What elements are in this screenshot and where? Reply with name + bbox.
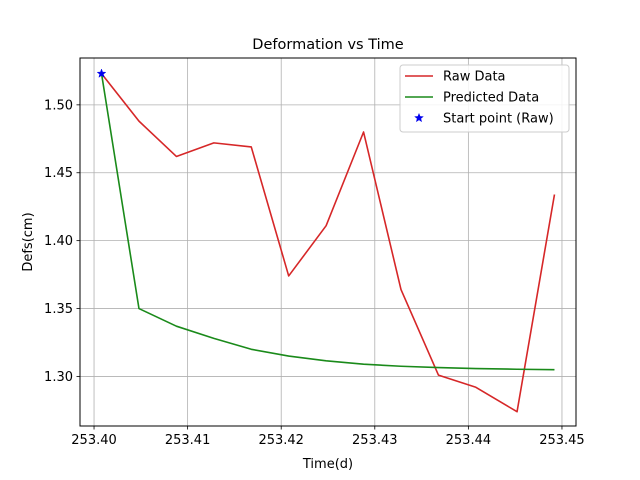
chart-title: Deformation vs Time xyxy=(252,37,403,53)
x-tick-label: 253.40 xyxy=(71,433,117,448)
start-point-marker xyxy=(96,68,107,78)
x-tick-label: 253.41 xyxy=(165,433,211,448)
legend-label: Start point (Raw) xyxy=(443,112,554,127)
y-tick-label: 1.45 xyxy=(44,166,73,181)
x-tick-label: 253.42 xyxy=(258,433,304,448)
legend-box xyxy=(399,64,570,133)
y-tick-label: 1.30 xyxy=(44,370,73,385)
legend-label: Raw Data xyxy=(443,70,506,85)
legend-label: Predicted Data xyxy=(443,91,539,106)
legend-swatch xyxy=(414,112,424,123)
y-tick-label: 1.50 xyxy=(44,98,73,113)
x-tick-label: 253.45 xyxy=(539,433,585,448)
y-axis-label: Defs(cm) xyxy=(21,212,36,271)
series-line-predicted-data xyxy=(100,73,555,371)
y-tick-label: 1.40 xyxy=(44,234,73,249)
legend: Raw Data Predicted Data Start point (Raw) xyxy=(399,64,570,133)
axis-ticks: 253.40 253.41 253.42 253.43 253.44 253.45 1.30… xyxy=(44,98,585,448)
x-axis-label: Time(d) xyxy=(302,457,353,472)
plot-series xyxy=(96,68,556,413)
plot-frame xyxy=(79,57,577,427)
y-tick-label: 1.35 xyxy=(44,302,73,317)
x-tick-label: 253.43 xyxy=(352,433,398,448)
x-tick-label: 253.44 xyxy=(446,433,492,448)
series-line-raw-data xyxy=(100,73,556,413)
